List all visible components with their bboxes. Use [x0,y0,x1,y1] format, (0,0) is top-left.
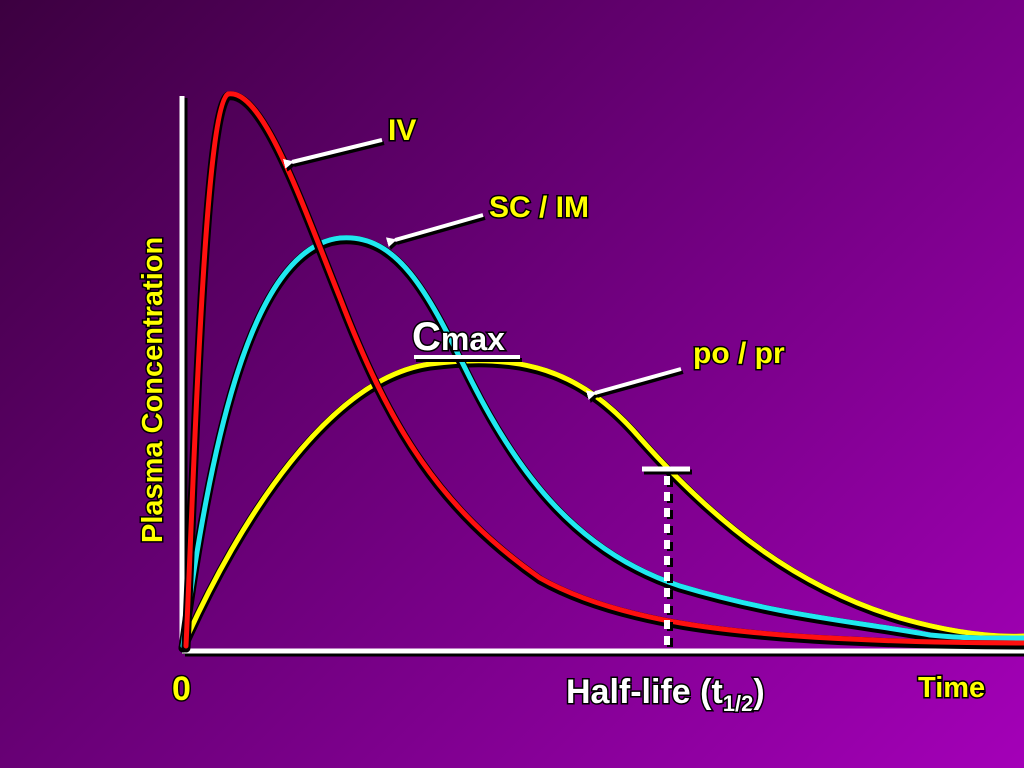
po-pr-arrow-shadow [587,370,684,403]
series-iv-shadow [181,91,1024,653]
cmax-label: Cmax [411,314,522,362]
series-sc-im [178,235,1024,653]
series-sc-im-line [180,235,1024,649]
pointer-arrows [283,138,684,403]
axes [179,96,1024,657]
origin-label: 0 [172,670,191,708]
sc-im-arrow [385,213,484,247]
half-life-label-main: Half-life (t [566,673,723,711]
series-iv [181,91,1024,653]
half-life-marker [642,466,692,652]
svg-text:Cmax: Cmax [412,315,505,359]
series-iv-line [183,91,1024,649]
y-axis-label: Plasma Concentration [137,237,169,543]
series-label-iv: IV [388,114,416,147]
half-life-label-sub: 1/2 [723,691,754,716]
series-label-po-pr: po / pr [693,337,785,370]
x-axis-label: Time [918,672,985,704]
iv-arrow-shadow [285,141,385,172]
series-label-sc-im: SC / IM [489,191,589,224]
half-life-label: Half-life (t1/2) [566,673,765,716]
cmax-label-c: C [412,315,441,359]
iv-arrow [283,138,383,169]
po-pr-arrow [585,367,682,400]
series-po-pr-line [180,358,1024,649]
series-po-pr [178,358,1024,653]
cmax-label-max: max [441,321,505,357]
half-life-label-close: ) [753,673,764,711]
sc-im-arrow-shadow [387,216,486,250]
